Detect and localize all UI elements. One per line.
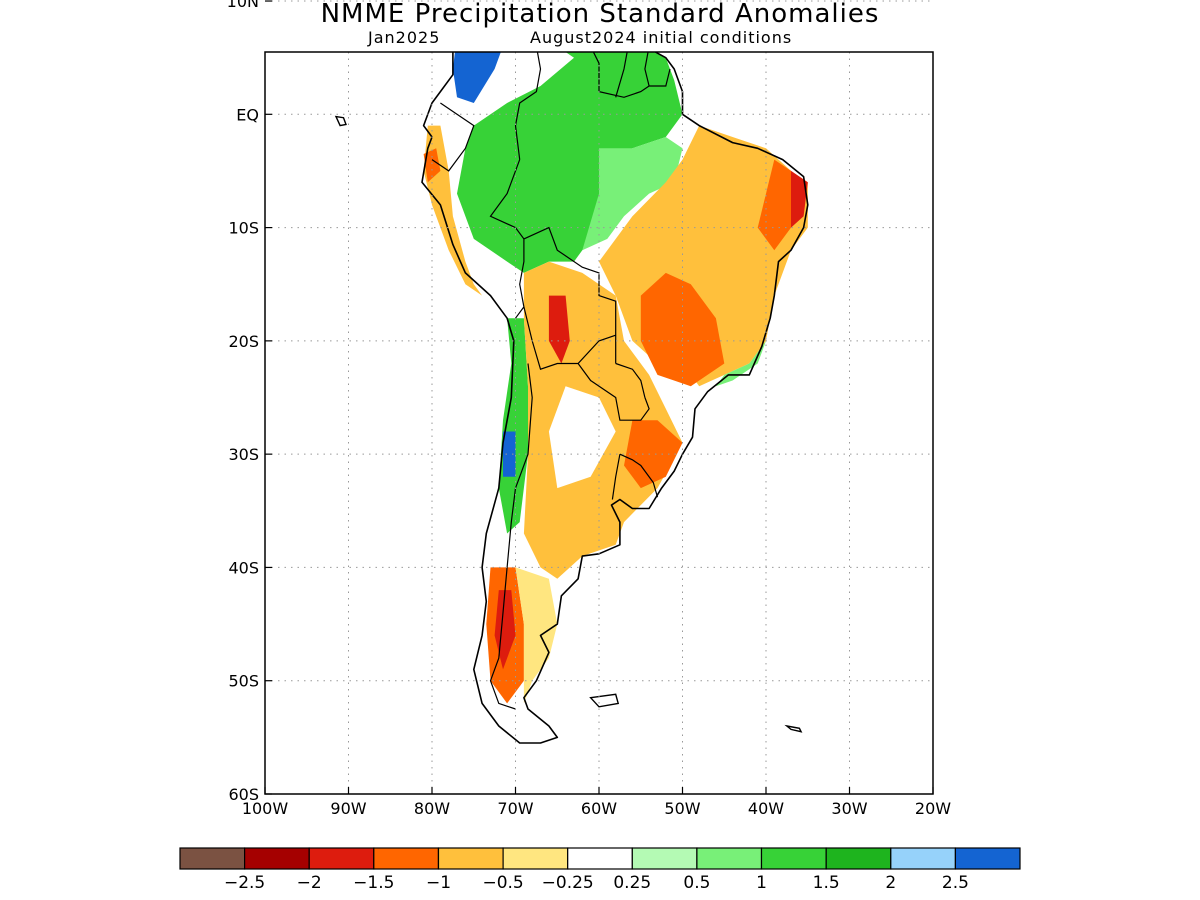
anomaly-region-central-america (349, 0, 458, 24)
colorbar-swatch (696, 847, 763, 870)
colorbar: −2.5 −2 −1.5 −1 −0.5 −0.25 0.25 0.5 1 1.5 2 2.5 (179, 847, 1021, 893)
longitude-axis: 100W 90W 80W 70W 60W 50W 40W 30W 20W (242, 787, 951, 818)
lon-tick-label: 20W (915, 799, 951, 818)
colorbar-label: −1.5 (353, 873, 394, 893)
lon-tick-label: 90W (330, 799, 366, 818)
colorbar-label: −1 (426, 873, 451, 893)
lon-tick-label: 70W (497, 799, 533, 818)
country-border (592, 52, 671, 98)
colorbar-label: −2.5 (224, 873, 265, 893)
anomaly-region-chile-blue (503, 431, 516, 477)
country-border (514, 52, 542, 160)
lat-tick-label: 10S (228, 219, 259, 238)
colorbar-label: 2 (885, 873, 896, 893)
anomaly-region-bolivia-red-core (548, 295, 570, 364)
colorbar-label: 1 (756, 873, 767, 893)
lat-tick-label: 40S (228, 558, 259, 577)
country-border (489, 363, 533, 710)
lon-tick-label: 40W (748, 799, 784, 818)
colorbar-label: 2.5 (942, 873, 969, 893)
anomaly-region-colombia-andes (452, 52, 501, 103)
lat-tick-label: EQ (236, 105, 259, 124)
lon-tick-label: 50W (664, 799, 700, 818)
colorbar-swatch (502, 847, 569, 870)
country-border (615, 362, 646, 398)
lon-tick-label: 60W (581, 799, 617, 818)
lat-tick-label: 50S (228, 672, 259, 691)
target-month-label: Jan2025 (368, 28, 441, 47)
lon-tick-label: 80W (414, 799, 450, 818)
colorbar-swatch (760, 847, 827, 870)
anomaly-region-venezuela-lightblue (499, 1, 570, 52)
lat-tick-label: 30S (228, 445, 259, 464)
country-border (644, 52, 650, 87)
anomaly-region-andes-green-strip (498, 318, 528, 534)
island-outline (589, 693, 620, 708)
anomaly-region-argentina-white-center (548, 386, 616, 489)
map-grid (265, 0, 933, 794)
colorbar-swatch (437, 847, 504, 870)
colorbar-label: 0.25 (613, 873, 651, 893)
lat-tick-label: 20S (228, 332, 259, 351)
latitude-axis: 10N EQ 10S 20S 30S 40S 50S 60S (227, 0, 272, 804)
colorbar-swatch (244, 847, 310, 870)
colorbar-label: −0.5 (482, 873, 523, 893)
lat-tick-label: 60S (228, 785, 259, 804)
anomaly-region-uruguay-darkorange (624, 420, 683, 489)
country-border (611, 454, 621, 500)
country-border (619, 453, 659, 498)
colorbar-swatch (567, 847, 633, 870)
lon-tick-label: 30W (831, 799, 867, 818)
colorbar-swatch (631, 847, 698, 870)
colorbar-label: −2 (297, 873, 322, 893)
colorbar-label: 1.5 (813, 873, 840, 893)
colorbar-swatch (308, 847, 375, 870)
country-border (523, 226, 617, 364)
lat-tick-label: 10N (227, 0, 259, 11)
colorbar-swatch (825, 847, 892, 870)
lon-tick-label: 100W (242, 799, 289, 818)
country-border (577, 363, 650, 421)
colorbar-swatch (373, 847, 439, 870)
colorbar-label: −0.25 (542, 873, 594, 893)
island-outline (334, 115, 347, 127)
map-content (334, 0, 809, 744)
anomaly-region-patagonia-yellow (515, 567, 558, 704)
initial-conditions-label: August2024 initial conditions (530, 28, 793, 47)
colorbar-label: 0.5 (683, 873, 710, 893)
island-outline (784, 724, 803, 733)
anomaly-region-central-brazil-darkorange (640, 272, 725, 387)
chart-title: NMME Precipitation Standard Anomalies (320, 0, 880, 29)
country-border (615, 52, 628, 98)
anomaly-region-northern-green (457, 52, 683, 273)
colorbar-swatch (954, 847, 1021, 870)
colorbar-swatch (890, 847, 956, 870)
coastline (421, 52, 809, 744)
colorbar-swatch (179, 847, 246, 870)
country-border (431, 102, 475, 172)
anomaly-region-amazon-lightgreen (582, 137, 683, 251)
anomaly-region-ecuador-orange (423, 148, 441, 183)
